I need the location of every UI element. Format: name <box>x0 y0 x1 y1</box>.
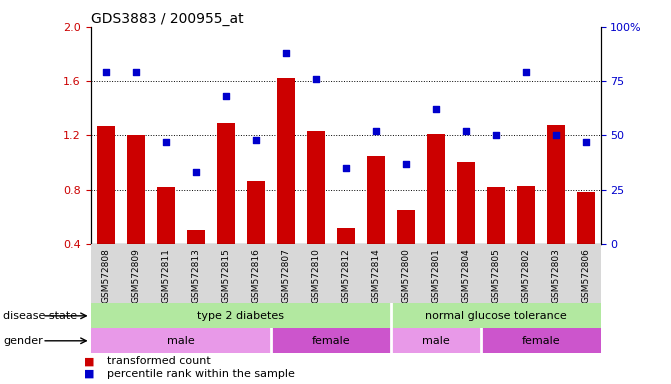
Text: female: female <box>521 336 560 346</box>
Text: GSM572809: GSM572809 <box>131 248 140 303</box>
Point <box>430 106 441 113</box>
Point <box>370 128 381 134</box>
Text: GSM572815: GSM572815 <box>221 248 230 303</box>
Bar <box>156 187 174 298</box>
Point <box>400 161 411 167</box>
Text: disease state: disease state <box>3 311 77 321</box>
Text: male: male <box>421 336 450 346</box>
Point <box>160 139 171 145</box>
Bar <box>91 328 270 353</box>
Point <box>250 137 261 143</box>
Bar <box>486 187 505 298</box>
Bar <box>337 228 354 298</box>
Bar <box>517 185 535 298</box>
Point <box>550 132 561 139</box>
Text: GSM572810: GSM572810 <box>311 248 320 303</box>
Text: GSM572804: GSM572804 <box>461 248 470 303</box>
Bar <box>391 328 480 353</box>
Text: GSM572803: GSM572803 <box>551 248 560 303</box>
Bar <box>576 192 595 298</box>
Bar <box>307 131 325 298</box>
Text: gender: gender <box>3 336 43 346</box>
Bar <box>246 182 264 298</box>
Bar <box>391 303 601 328</box>
Bar <box>217 123 235 298</box>
Text: GSM572808: GSM572808 <box>101 248 110 303</box>
Text: female: female <box>311 336 350 346</box>
Text: GSM572813: GSM572813 <box>191 248 200 303</box>
Text: GSM572814: GSM572814 <box>371 248 380 303</box>
Bar <box>366 156 384 298</box>
Bar <box>276 78 295 298</box>
Text: GSM572800: GSM572800 <box>401 248 410 303</box>
Text: ■: ■ <box>84 356 95 366</box>
Bar <box>91 303 391 328</box>
Point <box>491 132 501 139</box>
Bar <box>127 136 144 298</box>
Bar <box>547 124 564 298</box>
Text: GSM572812: GSM572812 <box>341 248 350 303</box>
Text: GSM572801: GSM572801 <box>431 248 440 303</box>
Point <box>280 50 291 56</box>
Text: GSM572811: GSM572811 <box>161 248 170 303</box>
Point <box>460 128 471 134</box>
Text: male: male <box>166 336 195 346</box>
Text: type 2 diabetes: type 2 diabetes <box>197 311 284 321</box>
Bar <box>397 210 415 298</box>
Text: percentile rank within the sample: percentile rank within the sample <box>107 369 295 379</box>
Text: GSM572805: GSM572805 <box>491 248 500 303</box>
Point <box>580 139 591 145</box>
Text: GSM572806: GSM572806 <box>581 248 590 303</box>
Bar <box>270 328 391 353</box>
Point <box>520 70 531 76</box>
Text: ■: ■ <box>84 369 95 379</box>
Bar <box>187 230 205 298</box>
Text: normal glucose tolerance: normal glucose tolerance <box>425 311 566 321</box>
Bar <box>427 134 445 298</box>
Point <box>310 76 321 82</box>
Text: GSM572802: GSM572802 <box>521 248 530 303</box>
Text: transformed count: transformed count <box>107 356 211 366</box>
Text: GDS3883 / 200955_at: GDS3883 / 200955_at <box>91 12 243 26</box>
Point <box>220 93 231 99</box>
Point <box>100 70 111 76</box>
Bar <box>480 328 601 353</box>
Point <box>130 70 141 76</box>
Text: GSM572807: GSM572807 <box>281 248 290 303</box>
Text: GSM572816: GSM572816 <box>251 248 260 303</box>
Point <box>340 165 351 171</box>
Bar <box>456 162 474 298</box>
Bar <box>97 126 115 298</box>
Point <box>190 169 201 175</box>
